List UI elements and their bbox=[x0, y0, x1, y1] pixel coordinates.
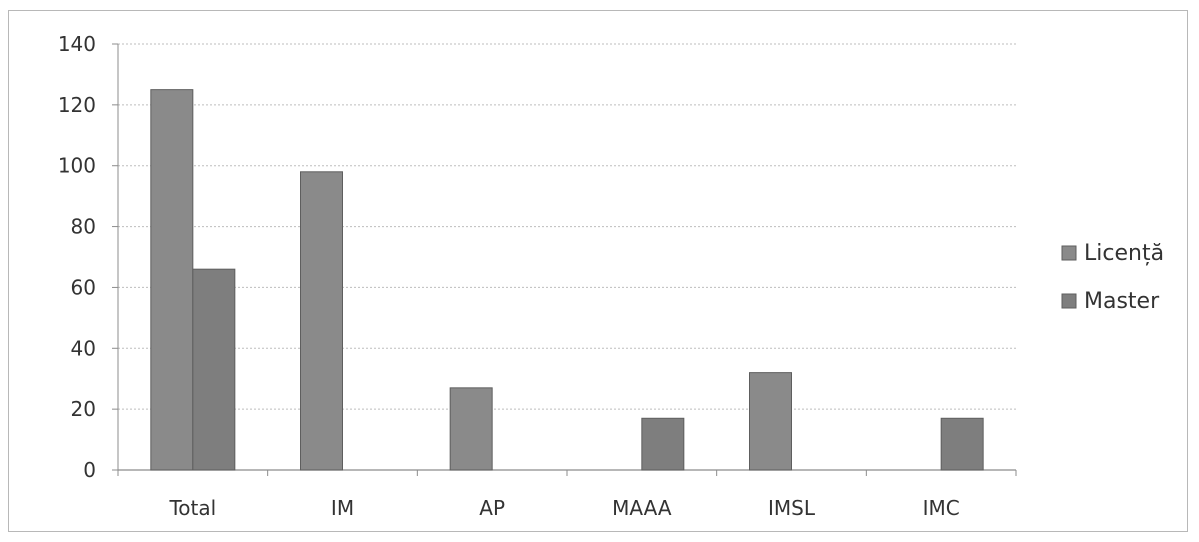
bar-imsl-licenta bbox=[749, 372, 792, 471]
x-category-label-total: Total bbox=[168, 496, 216, 520]
bar-im-licenta bbox=[300, 171, 343, 471]
bar-ap-licenta bbox=[449, 387, 493, 471]
y-tick-labels: 0 20 40 60 80 100 120 140 bbox=[58, 32, 96, 482]
x-category-labels: Total IM AP MAAA IMSL IMC bbox=[168, 496, 959, 520]
y-tick-label: 40 bbox=[71, 336, 96, 360]
bar-total-licenta bbox=[150, 89, 194, 471]
y-tick-label: 120 bbox=[58, 93, 96, 117]
x-category-label-im: IM bbox=[331, 496, 354, 520]
x-category-label-imc: IMC bbox=[923, 496, 960, 520]
legend-label-master: Master bbox=[1084, 289, 1160, 314]
axes bbox=[112, 43, 1017, 476]
bar-imc-master bbox=[940, 417, 984, 471]
legend-label-licenta: Licență bbox=[1084, 241, 1164, 266]
y-tick-label: 20 bbox=[71, 397, 96, 421]
x-category-label-ap: AP bbox=[479, 496, 505, 520]
bar-maaa-master bbox=[641, 417, 685, 471]
y-tick-label: 60 bbox=[71, 275, 96, 299]
y-tick-label: 80 bbox=[71, 215, 96, 239]
legend-swatch-master bbox=[1061, 293, 1077, 309]
y-tick-label: 100 bbox=[58, 154, 96, 178]
bar-total-master bbox=[192, 268, 236, 471]
x-category-label-maaa: MAAA bbox=[612, 496, 672, 520]
legend: Licență Master bbox=[1061, 241, 1164, 314]
legend-swatch-licenta bbox=[1061, 245, 1077, 261]
y-tick-label: 140 bbox=[58, 32, 96, 56]
x-category-label-imsl: IMSL bbox=[768, 496, 816, 520]
y-tick-label: 0 bbox=[83, 458, 96, 482]
bars bbox=[150, 89, 984, 471]
gridlines bbox=[118, 43, 1016, 410]
